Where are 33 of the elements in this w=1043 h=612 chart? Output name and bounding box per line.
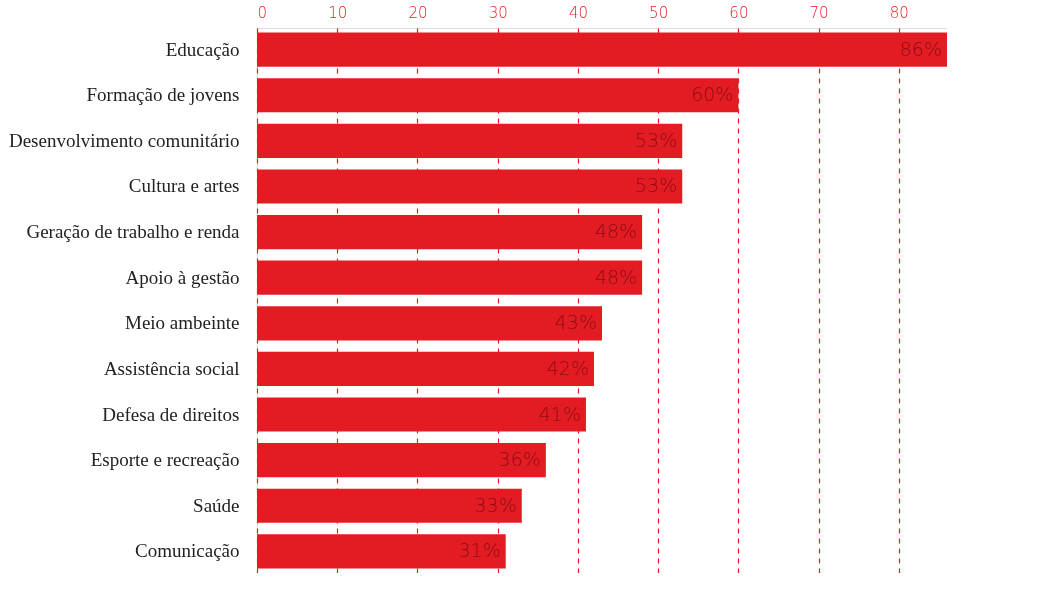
- data-label: 48%: [594, 220, 638, 243]
- data-label: 53%: [635, 174, 678, 197]
- x-tick-label: 70: [809, 3, 829, 22]
- y-tick-label: Apoio à gestão: [125, 266, 240, 288]
- x-tick-label: 30: [488, 3, 508, 22]
- data-label: 42%: [546, 356, 589, 379]
- y-tick-label: Defesa de direitos: [102, 403, 240, 425]
- y-tick-label: Geração de trabalho e renda: [26, 221, 241, 243]
- data-label: 31%: [458, 539, 501, 562]
- x-tick-label: 60: [729, 3, 749, 22]
- data-label: 53%: [635, 128, 678, 151]
- y-tick-label: Assistência social: [103, 357, 240, 379]
- data-label: 41%: [538, 402, 581, 425]
- x-tick-label: 0: [257, 3, 268, 22]
- y-tick-label: Desenvolvimento comunitário: [8, 129, 240, 151]
- x-tick-label: 10: [328, 3, 348, 22]
- y-tick-label: Educação: [165, 38, 240, 60]
- y-tick-label: Esporte e recreação: [90, 449, 240, 471]
- x-tick-label: 50: [649, 3, 669, 22]
- data-label: 48%: [594, 265, 638, 288]
- x-tick-label: 40: [568, 3, 588, 22]
- data-label: 36%: [498, 448, 541, 471]
- y-tick-label: Comunicação: [135, 540, 240, 562]
- y-tick-label: Formação de jovens: [86, 84, 240, 106]
- data-label: 43%: [554, 311, 597, 334]
- data-label: 86%: [899, 37, 942, 60]
- y-tick-label: Meio ambeinte: [125, 312, 240, 334]
- data-label: 33%: [474, 493, 517, 516]
- y-tick-label: Saúde: [193, 494, 240, 516]
- y-tick-label: Cultura e artes: [128, 175, 240, 197]
- x-tick-label: 80: [889, 3, 909, 22]
- x-tick-label: 20: [408, 3, 428, 22]
- data-label: 60%: [691, 83, 734, 106]
